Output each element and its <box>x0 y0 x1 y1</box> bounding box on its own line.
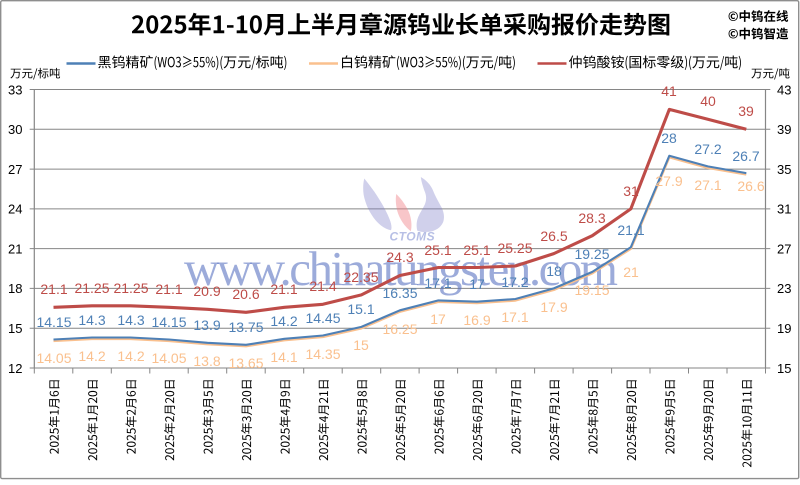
svg-text:17.2: 17.2 <box>501 274 528 290</box>
svg-text:14.2: 14.2 <box>117 348 144 364</box>
svg-text:26.5: 26.5 <box>540 228 567 244</box>
svg-text:40: 40 <box>700 93 716 109</box>
svg-text:21.25: 21.25 <box>113 280 148 296</box>
svg-text:27.2: 27.2 <box>694 141 721 157</box>
svg-text:21.1: 21.1 <box>40 281 67 297</box>
svg-text:12: 12 <box>8 361 22 376</box>
svg-text:31: 31 <box>623 183 639 199</box>
svg-text:14.05: 14.05 <box>36 350 71 366</box>
svg-text:14.3: 14.3 <box>78 312 105 328</box>
svg-text:25.1: 25.1 <box>463 242 490 258</box>
svg-text:23: 23 <box>777 281 791 296</box>
svg-text:30: 30 <box>8 122 22 137</box>
svg-text:14.2: 14.2 <box>78 348 105 364</box>
svg-text:35: 35 <box>777 162 791 177</box>
svg-text:15: 15 <box>8 321 22 336</box>
svg-text:16.35: 16.35 <box>382 285 417 301</box>
svg-text:27: 27 <box>777 241 791 256</box>
svg-text:33: 33 <box>8 82 22 97</box>
svg-text:24: 24 <box>8 202 22 217</box>
svg-text:16.9: 16.9 <box>463 312 490 328</box>
svg-text:17.1: 17.1 <box>501 309 528 325</box>
svg-text:21.4: 21.4 <box>309 278 336 294</box>
svg-text:14.15: 14.15 <box>36 314 71 330</box>
svg-text:25.25: 25.25 <box>497 240 532 256</box>
svg-text:14.1: 14.1 <box>270 349 297 365</box>
svg-text:19.25: 19.25 <box>574 246 609 262</box>
svg-text:17: 17 <box>469 276 485 292</box>
svg-text:41: 41 <box>661 83 677 99</box>
svg-text:13.75: 13.75 <box>228 319 263 335</box>
svg-text:14.2: 14.2 <box>270 313 297 329</box>
svg-text:14.15: 14.15 <box>151 314 186 330</box>
svg-text:17: 17 <box>430 311 446 327</box>
svg-text:21: 21 <box>623 264 639 280</box>
svg-text:27: 27 <box>8 162 22 177</box>
svg-text:20.6: 20.6 <box>232 286 259 302</box>
svg-text:14.3: 14.3 <box>117 312 144 328</box>
svg-text:15: 15 <box>777 361 791 376</box>
svg-text:14.05: 14.05 <box>151 350 186 366</box>
svg-text:21.1: 21.1 <box>617 222 644 238</box>
svg-text:25.1: 25.1 <box>424 242 451 258</box>
svg-text:19: 19 <box>777 321 791 336</box>
svg-text:17.9: 17.9 <box>540 299 567 315</box>
svg-text:24.3: 24.3 <box>386 249 413 265</box>
svg-text:21: 21 <box>8 241 22 256</box>
svg-text:39: 39 <box>777 122 791 137</box>
svg-text:15.1: 15.1 <box>347 301 374 317</box>
svg-text:17.1: 17.1 <box>424 275 451 291</box>
svg-text:13.65: 13.65 <box>228 355 263 371</box>
svg-text:21.1: 21.1 <box>155 281 182 297</box>
svg-text:16.25: 16.25 <box>382 321 417 337</box>
svg-text:43: 43 <box>777 82 791 97</box>
svg-text:19.15: 19.15 <box>574 282 609 298</box>
svg-text:22.35: 22.35 <box>343 269 378 285</box>
svg-text:21.1: 21.1 <box>270 281 297 297</box>
svg-text:www.chinatungsten.com: www.chinatungsten.com <box>184 241 618 296</box>
svg-text:28: 28 <box>661 130 677 146</box>
svg-text:15: 15 <box>353 337 369 353</box>
svg-text:14.35: 14.35 <box>305 346 340 362</box>
svg-text:39: 39 <box>738 103 754 119</box>
svg-text:26.6: 26.6 <box>737 178 764 194</box>
svg-text:27.9: 27.9 <box>655 173 682 189</box>
svg-text:14.45: 14.45 <box>305 310 340 326</box>
svg-text:31: 31 <box>777 202 791 217</box>
svg-text:20.9: 20.9 <box>193 283 220 299</box>
svg-text:28.3: 28.3 <box>578 210 605 226</box>
svg-text:CTOMS: CTOMS <box>390 230 436 244</box>
svg-text:27.1: 27.1 <box>694 177 721 193</box>
svg-text:18: 18 <box>546 263 562 279</box>
svg-text:13.9: 13.9 <box>193 317 220 333</box>
svg-text:26.7: 26.7 <box>732 148 759 164</box>
svg-text:21.25: 21.25 <box>74 280 109 296</box>
svg-text:13.8: 13.8 <box>193 353 220 369</box>
svg-text:18: 18 <box>8 281 22 296</box>
